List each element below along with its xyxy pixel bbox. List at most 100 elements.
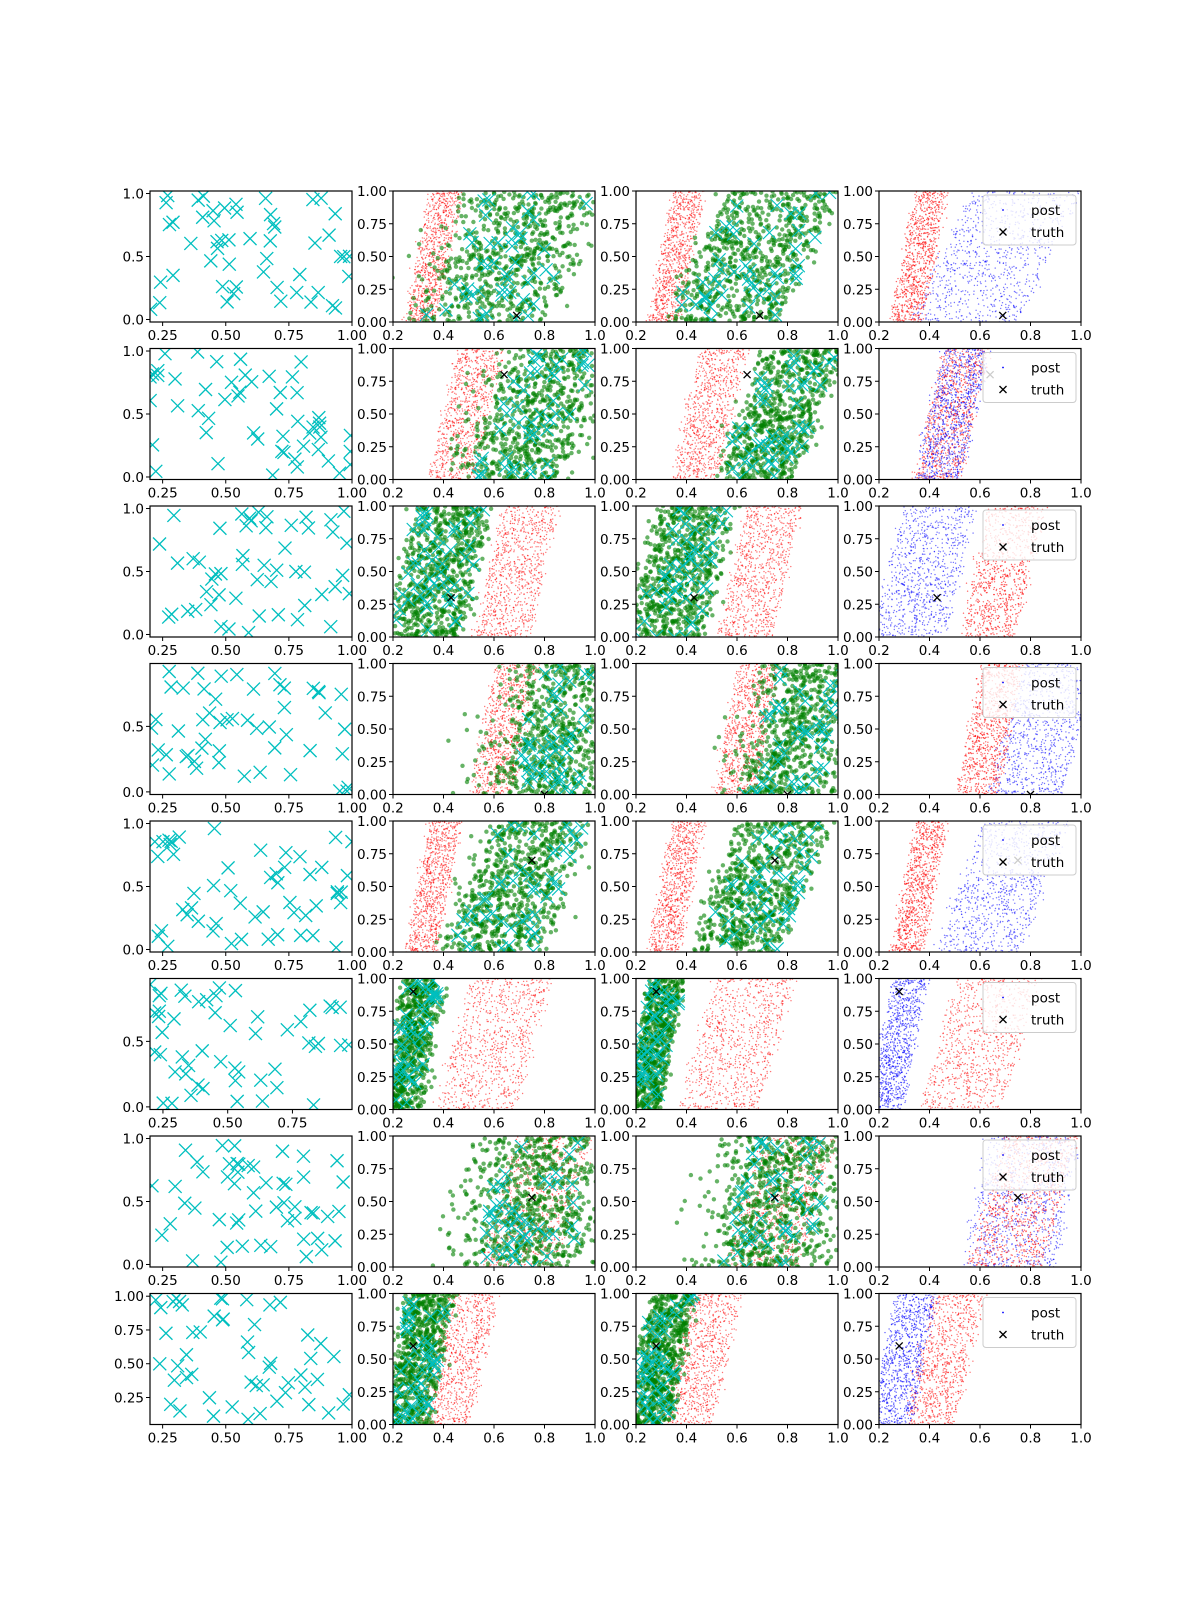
- blue-point: [974, 277, 976, 280]
- red-point: [678, 278, 681, 281]
- red-point: [692, 220, 694, 223]
- blue-point: [983, 305, 985, 307]
- red-point: [432, 220, 434, 222]
- y-tick-label: 1.00: [843, 184, 873, 200]
- blue-point: [960, 320, 962, 322]
- sample-cross: [747, 236, 761, 251]
- red-point: [927, 277, 930, 280]
- blue-point: [1004, 283, 1007, 285]
- green-point: [730, 246, 735, 251]
- green-point: [572, 242, 577, 248]
- red-point: [449, 191, 452, 194]
- red-point: [421, 247, 423, 249]
- blue-point: [1023, 264, 1026, 266]
- red-point: [431, 266, 433, 269]
- red-point: [418, 299, 420, 301]
- red-point: [429, 252, 431, 254]
- red-point: [919, 202, 921, 205]
- red-point: [918, 199, 920, 201]
- x-tick-label: 0.4: [676, 328, 697, 344]
- blue-point: [999, 315, 1002, 317]
- green-point: [720, 240, 725, 246]
- red-point: [420, 251, 422, 254]
- green-point: [536, 261, 541, 266]
- green-point: [564, 203, 570, 208]
- green-point: [515, 281, 520, 286]
- red-point: [912, 254, 914, 256]
- sample-cross: [465, 235, 479, 250]
- red-point: [688, 245, 691, 247]
- red-point: [681, 233, 684, 235]
- green-point: [726, 193, 731, 199]
- blue-point: [992, 287, 994, 289]
- red-point: [426, 245, 428, 247]
- green-point: [724, 246, 729, 251]
- red-point: [674, 205, 676, 207]
- red-point: [417, 314, 419, 316]
- red-point: [662, 303, 664, 306]
- red-point: [685, 206, 687, 208]
- blue-point: [985, 294, 987, 296]
- green-point: [537, 286, 543, 291]
- red-point: [909, 306, 912, 309]
- green-point: [703, 276, 709, 281]
- red-point: [418, 260, 420, 262]
- red-point: [420, 300, 423, 302]
- green-point: [558, 215, 563, 220]
- blue-point: [976, 280, 979, 283]
- red-point: [904, 233, 906, 235]
- red-point: [431, 256, 433, 258]
- red-point: [441, 221, 444, 224]
- blue-point: [968, 230, 970, 232]
- green-point: [710, 282, 715, 287]
- blue-point: [986, 289, 988, 291]
- red-point: [693, 206, 695, 208]
- red-point: [438, 200, 441, 203]
- green-point: [709, 230, 714, 236]
- red-point: [688, 256, 691, 258]
- red-point: [439, 197, 441, 200]
- red-point: [690, 228, 692, 230]
- red-point: [931, 246, 934, 249]
- blue-point: [1004, 268, 1006, 270]
- red-point: [419, 250, 422, 252]
- blue-point: [1005, 303, 1007, 306]
- red-point: [409, 287, 411, 289]
- green-point: [579, 221, 585, 226]
- red-point: [933, 214, 936, 216]
- blue-point: [936, 319, 938, 321]
- blue-point: [966, 316, 968, 318]
- blue-point: [986, 192, 989, 194]
- green-point: [758, 250, 763, 255]
- blue-point: [937, 256, 939, 259]
- red-point: [421, 258, 424, 260]
- red-point: [444, 203, 446, 205]
- green-point: [783, 279, 789, 284]
- blue-point: [971, 275, 973, 278]
- red-point: [680, 249, 682, 251]
- red-point: [937, 227, 939, 229]
- red-point: [682, 198, 684, 201]
- blue-point: [955, 285, 957, 287]
- red-point: [415, 309, 418, 311]
- green-point: [561, 244, 566, 249]
- red-point: [430, 233, 433, 236]
- blue-point: [965, 262, 967, 265]
- green-point: [697, 250, 702, 255]
- blue-point: [937, 300, 939, 302]
- red-point: [454, 194, 456, 197]
- green-point: [755, 298, 761, 303]
- red-point: [914, 249, 917, 251]
- blue-point: [945, 305, 947, 308]
- red-point: [658, 304, 660, 306]
- green-point: [516, 194, 522, 199]
- red-point: [656, 319, 658, 322]
- red-point: [676, 234, 678, 236]
- green-point: [511, 303, 516, 309]
- red-point: [438, 300, 440, 302]
- red-point: [423, 266, 425, 268]
- green-point: [714, 223, 720, 229]
- blue-point: [919, 304, 921, 306]
- blue-point: [939, 280, 941, 282]
- green-point: [785, 271, 791, 276]
